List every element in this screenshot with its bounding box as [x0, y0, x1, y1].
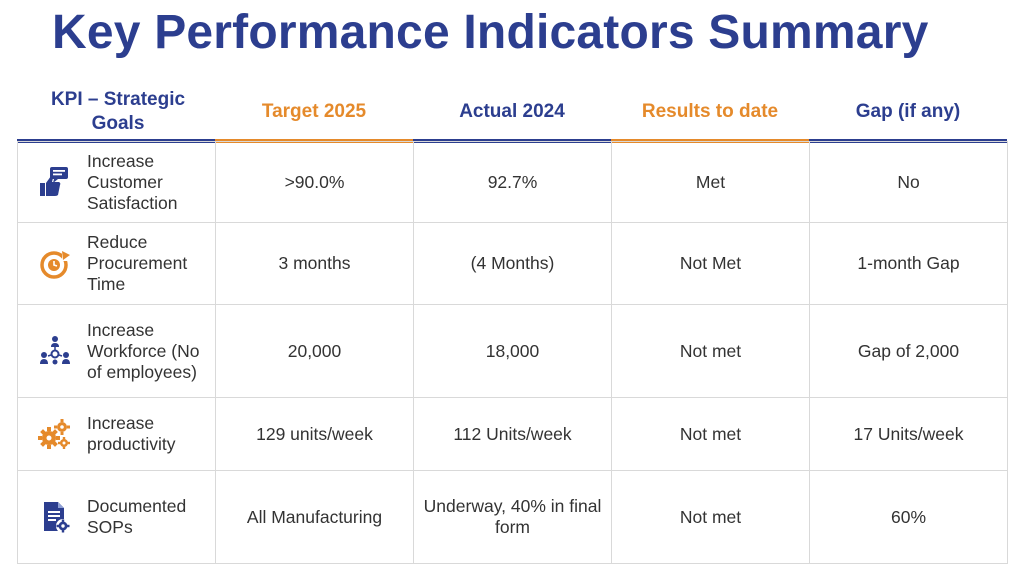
- result-cell: Not met: [611, 470, 810, 564]
- target-cell: All Manufacturing: [215, 470, 414, 564]
- goal-cell: Increase productivity: [17, 397, 216, 471]
- actual-cell: 92.7%: [413, 141, 612, 223]
- gap-cell: 60%: [809, 470, 1008, 564]
- table-row: Documented SOPs All Manufacturing Underw…: [17, 470, 1008, 564]
- result-cell: Not Met: [611, 222, 810, 305]
- page-title: Key Performance Indicators Summary: [52, 6, 929, 59]
- kpi-table: Increase Customer Satisfaction >90.0% 92…: [17, 141, 1008, 564]
- goal-text: Increase productivity: [87, 413, 176, 454]
- goal-cell: Documented SOPs: [17, 470, 216, 564]
- target-cell: >90.0%: [215, 141, 414, 223]
- result-cell: Not met: [611, 304, 810, 398]
- goal-text: Documented SOPs: [87, 496, 187, 537]
- header-actual-2024: Actual 2024: [413, 84, 611, 143]
- goal-text: Reduce Procurement Time: [87, 232, 188, 294]
- table-row: Increase Customer Satisfaction >90.0% 92…: [17, 141, 1008, 223]
- actual-cell: (4 Months): [413, 222, 612, 305]
- gap-cell: 17 Units/week: [809, 397, 1008, 471]
- goal-cell: Reduce Procurement Time: [17, 222, 216, 305]
- gap-cell: No: [809, 141, 1008, 223]
- team-network-icon: [40, 336, 70, 365]
- gears-icon: [38, 419, 70, 449]
- thumbs-up-chat-icon: [40, 167, 68, 196]
- goal-cell: Increase Workforce (No of employees): [17, 304, 216, 398]
- actual-cell: 18,000: [413, 304, 612, 398]
- actual-cell: 112 Units/week: [413, 397, 612, 471]
- header-gap: Gap (if any): [809, 84, 1007, 143]
- goal-cell: Increase Customer Satisfaction: [17, 141, 216, 223]
- gap-cell: 1-month Gap: [809, 222, 1008, 305]
- goal-text: Increase Customer Satisfaction: [87, 150, 178, 213]
- table-row: Reduce Procurement Time 3 months (4 Mont…: [17, 222, 1008, 305]
- target-cell: 20,000: [215, 304, 414, 398]
- header-kpi-goals: KPI – Strategic Goals: [17, 84, 215, 143]
- clock-refresh-icon: [40, 250, 71, 279]
- header-results-to-date: Results to date: [611, 84, 809, 143]
- actual-cell: Underway, 40% in final form: [413, 470, 612, 564]
- result-cell: Met: [611, 141, 810, 223]
- target-cell: 129 units/week: [215, 397, 414, 471]
- table-row: Increase productivity 129 units/week 112…: [17, 397, 1008, 471]
- table-row: Increase Workforce (No of employees) 20,…: [17, 304, 1008, 398]
- result-cell: Not met: [611, 397, 810, 471]
- goal-text: Increase Workforce (No of employees): [87, 319, 200, 382]
- gap-cell: Gap of 2,000: [809, 304, 1008, 398]
- target-cell: 3 months: [215, 222, 414, 305]
- document-gear-icon: [44, 502, 70, 533]
- header-target-2025: Target 2025: [215, 84, 413, 143]
- table-header: KPI – Strategic Goals Target 2025 Actual…: [17, 84, 1007, 143]
